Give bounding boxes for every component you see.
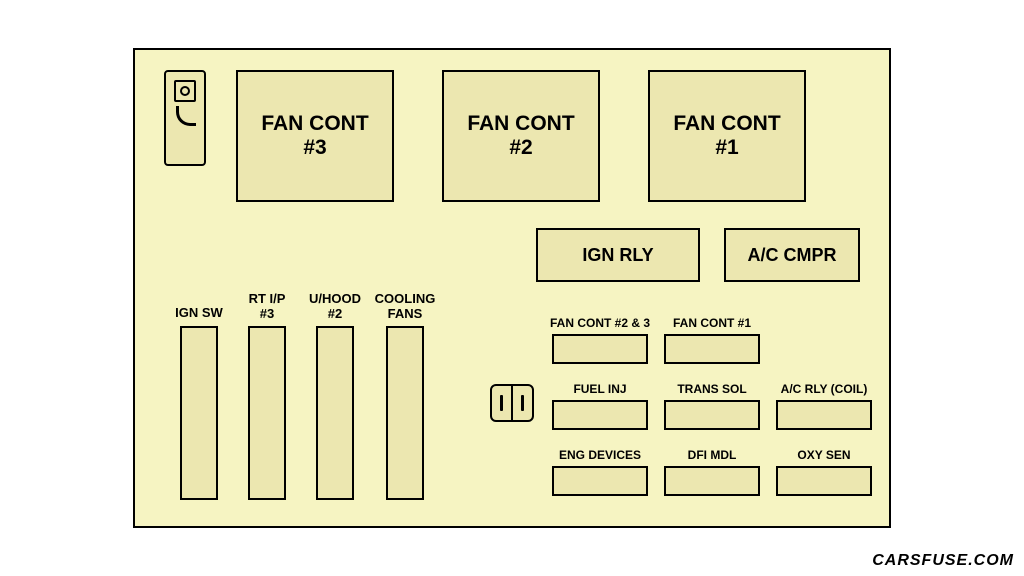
- puller-slot-icon: [521, 395, 524, 411]
- fuse-fan-cont-1-sm: [664, 334, 760, 364]
- relay-fan-cont-2: FAN CONT#2: [442, 70, 600, 202]
- fuse-fuel-inj: [552, 400, 648, 430]
- fuse-dfi-mdl: [664, 466, 760, 496]
- fuse-u-hood-2: [316, 326, 354, 500]
- puller-half-left: [490, 384, 512, 422]
- fuse-puller-icon: [164, 70, 206, 166]
- relay-ac-cmpr: A/C CMPR: [724, 228, 860, 282]
- fuse-eng-devices: [552, 466, 648, 496]
- fuse-label-fuel-inj: FUEL INJ: [573, 382, 626, 396]
- relay-label: A/C CMPR: [748, 245, 837, 266]
- fuse-label-eng-devices: ENG DEVICES: [559, 448, 641, 462]
- fuse-fan-cont-2-3: [552, 334, 648, 364]
- watermark: CARSFUSE.COM: [872, 552, 1014, 570]
- puller-hook-icon: [176, 106, 196, 126]
- relay-fan-cont-1: FAN CONT#1: [648, 70, 806, 202]
- puller-square-icon: [174, 80, 196, 102]
- relay-label-line2: #1: [715, 136, 738, 160]
- fuse-trans-sol: [664, 400, 760, 430]
- fuse-label-oxy-sen: OXY SEN: [797, 448, 850, 462]
- relay-label-line1: FAN CONT: [261, 112, 368, 136]
- fuse-label-dfi-mdl: DFI MDL: [688, 448, 737, 462]
- fuse-label-rt-ip-3: RT I/P#3: [228, 292, 306, 322]
- fuse-label-trans-sol: TRANS SOL: [677, 382, 746, 396]
- relay-label-line1: FAN CONT: [673, 112, 780, 136]
- mini-fuse-puller-icon: [490, 384, 534, 422]
- relay-label: IGN RLY: [582, 245, 653, 266]
- relay-label-line2: #3: [303, 136, 326, 160]
- relay-label-line2: #2: [509, 136, 532, 160]
- puller-circle-icon: [180, 86, 190, 96]
- puller-slot-icon: [500, 395, 503, 411]
- puller-half-right: [512, 384, 534, 422]
- fuse-ign-sw: [180, 326, 218, 500]
- fuse-label-cooling-fans: COOLINGFANS: [362, 292, 448, 322]
- fuse-label-fan-cont-2-3: FAN CONT #2 & 3: [550, 316, 650, 330]
- fuse-label-ac-rly-coil: A/C RLY (COIL): [781, 382, 868, 396]
- fuse-oxy-sen: [776, 466, 872, 496]
- relay-label-line1: FAN CONT: [467, 112, 574, 136]
- relay-ign-rly: IGN RLY: [536, 228, 700, 282]
- relay-fan-cont-3: FAN CONT#3: [236, 70, 394, 202]
- fuse-cooling-fans: [386, 326, 424, 500]
- fuse-rt-ip-3: [248, 326, 286, 500]
- fuse-ac-rly-coil: [776, 400, 872, 430]
- fuse-label-fan-cont-1-sm: FAN CONT #1: [673, 316, 751, 330]
